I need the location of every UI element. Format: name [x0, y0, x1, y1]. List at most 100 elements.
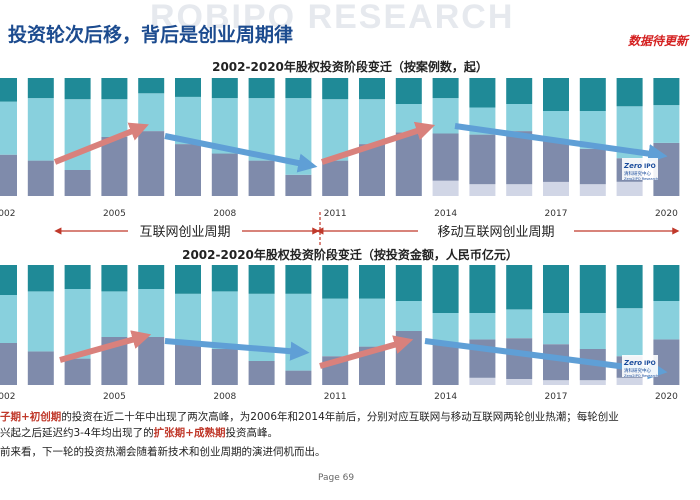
bar-segment-teal-2005	[101, 265, 128, 292]
x-ticks-investment-amount: 2002 2005 2008 2011 2014 2017 2020	[0, 392, 678, 402]
bar-segment-cyan-2012	[359, 99, 385, 144]
x-tick-2014: 2014	[434, 209, 457, 219]
bar-segment-slate-2004	[64, 170, 91, 196]
trend-arrow-up-internet-amount	[59, 330, 152, 363]
bar-segment-teal-2018	[579, 265, 606, 313]
footer-line-3: 前来看，下一轮的投资热潮会随着新技术和创业周期的演进伺机而出。	[0, 446, 326, 458]
trend-arrow-down-mobile	[454, 123, 668, 164]
bar-segment-slate-2009	[248, 160, 275, 196]
bar-segment-cyan-2003	[27, 291, 54, 352]
bar-segment-slate-2013	[395, 132, 422, 196]
bar-segment-cyan-2005	[101, 291, 128, 337]
zero2ipo-logo: Zero IPO 清科研究中心 Zero2IPO Research	[622, 158, 658, 181]
svg-text:Zero: Zero	[623, 359, 642, 367]
bar-segment-pale-2018	[579, 184, 606, 196]
footer-text-2c: 投资高峰。	[225, 427, 278, 439]
bar-segment-slate-2004	[64, 358, 91, 385]
bar-segment-slate-2017	[543, 139, 569, 182]
x-tick-2008: 2008	[213, 209, 236, 219]
footer-text-2a: 兴起之后延迟约3-4年均出现了的	[0, 427, 154, 439]
bar-segment-slate-2003	[27, 160, 54, 196]
bar-segment-cyan-2019	[616, 308, 643, 357]
bar-segment-cyan-2008	[211, 291, 238, 349]
bar-segment-slate-2008	[211, 349, 238, 385]
bar-segment-teal-2019	[616, 265, 643, 309]
bar-segment-slate-2011	[322, 160, 349, 196]
bar-segment-teal-2017	[543, 265, 569, 313]
bar-segment-pale-2016	[506, 184, 533, 196]
x-tick-2017: 2017	[545, 209, 568, 219]
bars-case-count	[0, 78, 680, 196]
bar-segment-teal-2012	[359, 78, 385, 100]
bar-segment-cyan-2020	[653, 105, 680, 143]
bar-segment-cyan-2010	[285, 293, 312, 371]
bar-segment-teal-2005	[101, 78, 128, 100]
bar-segment-pale-2019	[616, 377, 643, 385]
bar-segment-teal-2002	[0, 265, 17, 295]
x-tick-2011: 2011	[324, 392, 347, 402]
bar-segment-slate-2010	[285, 370, 312, 385]
bar-segment-teal-2014	[432, 265, 459, 313]
bar-segment-cyan-2011	[322, 99, 349, 161]
bar-segment-slate-2018	[579, 148, 606, 185]
bar-segment-pale-2017	[543, 380, 569, 385]
svg-text:Zero2IPO Research: Zero2IPO Research	[624, 177, 658, 181]
svg-text:Zero2IPO Research: Zero2IPO Research	[624, 374, 658, 378]
bar-segment-teal-2004	[64, 265, 91, 289]
bar-segment-teal-2006	[138, 78, 165, 94]
svg-text:清科研究中心: 清科研究中心	[624, 367, 651, 374]
bar-segment-teal-2020	[653, 78, 680, 106]
bar-segment-teal-2015	[469, 78, 496, 108]
bar-segment-slate-2007	[175, 144, 201, 196]
bar-segment-slate-2016	[506, 131, 533, 185]
bar-segment-pale-2014	[432, 180, 459, 196]
x-tick-2020: 2020	[655, 209, 678, 219]
bar-segment-slate-2009	[248, 361, 275, 385]
bar-segment-teal-2013	[395, 78, 422, 104]
bar-segment-slate-2014	[432, 133, 459, 181]
bar-segment-pale-2019	[616, 181, 643, 196]
bar-segment-teal-2009	[248, 78, 275, 99]
bar-segment-teal-2006	[138, 265, 165, 289]
bar-segment-teal-2013	[395, 265, 422, 301]
label-mobile-internet-cycle: 移动互联网创业周期	[437, 225, 554, 240]
bar-segment-pale-2015	[469, 377, 496, 385]
bar-segment-pale-2015	[469, 184, 496, 196]
bar-segment-teal-2003	[27, 78, 54, 99]
zero2ipo-logo: Zero IPO 清科研究中心 Zero2IPO Research	[622, 355, 658, 378]
svg-text:IPO: IPO	[644, 360, 656, 367]
bar-segment-cyan-2003	[27, 98, 54, 161]
footer-line-2: 兴起之后延迟约3-4年均出现了的扩张期+成熟期投资高峰。	[0, 425, 278, 440]
chart-title-investment-amount: 2002-2020年股权投资阶段变迁（按投资金额，人民币亿元）	[182, 247, 518, 262]
bar-segment-teal-2007	[175, 265, 201, 294]
bar-segment-cyan-2018	[579, 313, 606, 349]
svg-text:IPO: IPO	[644, 163, 656, 170]
bar-segment-cyan-2020	[653, 301, 680, 340]
bar-segment-teal-2016	[506, 265, 533, 310]
bar-segment-slate-2016	[506, 338, 533, 379]
x-tick-2011: 2011	[324, 209, 347, 219]
trend-arrow-down-internet	[164, 133, 318, 173]
bar-segment-cyan-2014	[432, 313, 459, 345]
x-tick-2014: 2014	[434, 392, 457, 402]
svg-text:清科研究中心: 清科研究中心	[624, 170, 651, 177]
bar-segment-cyan-2016	[506, 104, 533, 132]
bar-segment-slate-2003	[27, 351, 54, 385]
bar-segment-slate-2006	[138, 131, 165, 196]
bar-segment-teal-2016	[506, 78, 533, 104]
bar-segment-teal-2018	[579, 78, 606, 111]
bar-segment-cyan-2012	[359, 298, 385, 347]
footer-text-1: 的投资在近二十年中出现了两次高峰，为2006年和2014年前后，分别对应互联网与…	[61, 411, 619, 423]
bar-segment-cyan-2004	[64, 289, 91, 359]
bar-segment-pale-2017	[543, 181, 569, 196]
bar-segment-cyan-2017	[543, 313, 569, 345]
trend-arrow-up-mobile-amount	[319, 335, 414, 369]
bar-segment-cyan-2006	[138, 93, 165, 132]
trend-arrow-down-mobile-amount	[424, 338, 668, 380]
bar-segment-cyan-2014	[432, 98, 459, 134]
bar-segment-teal-2002	[0, 78, 17, 102]
bar-segment-cyan-2016	[506, 309, 533, 339]
bar-segment-slate-2015	[469, 134, 496, 185]
chart-title-case-count: 2002-2020年股权投资阶段变迁（按案例数，起）	[212, 59, 488, 74]
